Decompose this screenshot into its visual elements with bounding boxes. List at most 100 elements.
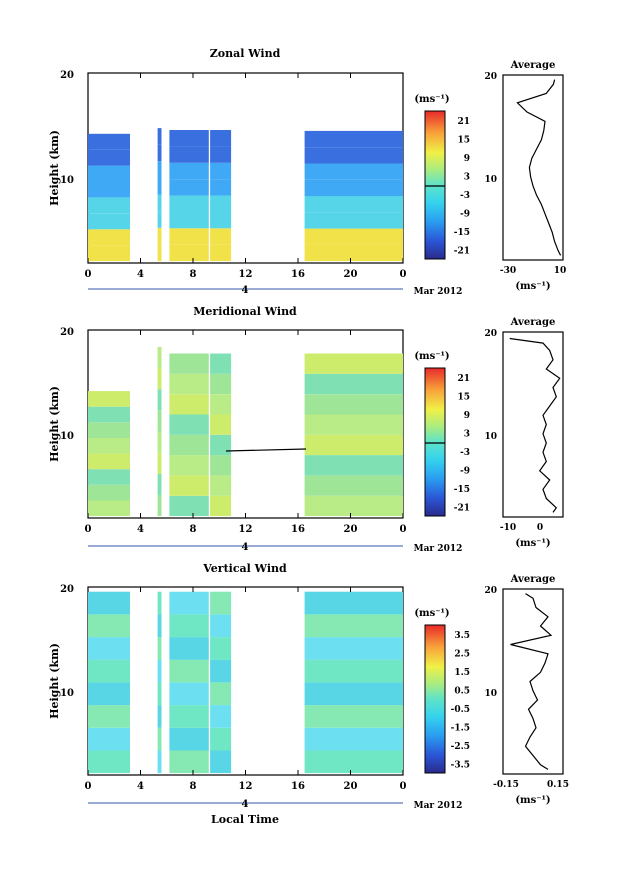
colorbar-tick-label: -15 (454, 228, 470, 238)
heatmap-block (210, 195, 232, 212)
heatmap-block (88, 614, 130, 638)
heatmap-block (157, 452, 162, 474)
x-tick-label: 20 (344, 781, 358, 792)
x-tick-label: 8 (190, 781, 197, 792)
colorbar-ticks: 3.5 2.5 1.5 0.5 -0.5 -1.5 -2.5 -3.5 (451, 631, 470, 771)
heatmap-block (169, 614, 209, 638)
heatmap-block (304, 244, 403, 262)
heatmap-block (157, 659, 162, 683)
profile-x-axis-label: (ms⁻¹) (515, 281, 550, 292)
chart-title: Meridional Wind (193, 305, 297, 318)
heatmap-block (210, 727, 232, 751)
heatmap-block (157, 727, 162, 751)
heatmap-block (210, 162, 232, 180)
profile-x-axis-label: (ms⁻¹) (515, 538, 550, 549)
y-axis-label: Height (km) (48, 386, 61, 462)
heatmap-block (157, 389, 162, 411)
colorbar-tick-label: 15 (457, 392, 470, 402)
colorbar-tick-label: -3.5 (451, 760, 470, 770)
x-tick-label: 0 (85, 269, 92, 280)
heatmap-block (304, 163, 403, 180)
profile-frame (502, 588, 564, 775)
heatmap-block (157, 431, 162, 453)
x-tick-label: 0 (400, 781, 407, 792)
heatmap-block (169, 475, 209, 496)
heatmap-block (157, 410, 162, 432)
heatmap-block (210, 614, 232, 638)
colorbar-tick-label: -21 (454, 503, 470, 513)
colorbar (424, 110, 446, 260)
x-tick-label: 4 (137, 781, 144, 792)
heatmap-block (157, 705, 162, 728)
heatmap-block (157, 614, 162, 638)
heatmap-block (304, 614, 403, 638)
heatmap-block (169, 130, 209, 147)
heatmap-block (304, 727, 403, 751)
colorbar-tick-label: 3 (464, 429, 470, 439)
panel-vertical-wind: Vertical Wind Height (km) 10 20 0 4 8 12 16 2… (48, 562, 569, 826)
profile-x-tick-label: 10 (554, 266, 567, 276)
heatmap-block (210, 244, 232, 262)
heatmap-blocks (88, 591, 403, 774)
date-label: Mar 2012 (414, 544, 463, 554)
x-tick-label: 4 (137, 524, 144, 535)
heatmap-block (304, 475, 403, 496)
heatmap-block (88, 484, 130, 501)
heatmap-block (210, 682, 232, 706)
heatmap-block (169, 414, 209, 435)
x-ticks: 0 4 8 12 16 20 0 (85, 587, 407, 792)
heatmap-block (169, 682, 209, 706)
heatmap-block (304, 591, 403, 615)
heatmap-block (157, 227, 162, 245)
heatmap-block (169, 162, 209, 180)
colorbar-tick-label: 9 (464, 411, 470, 421)
y-tick-label: 20 (60, 584, 74, 595)
heatmap-block (210, 475, 232, 496)
profile-y-tick-label: 10 (484, 689, 497, 699)
heatmap-block (169, 373, 209, 395)
heatmap-block (88, 197, 130, 214)
profile-frame (502, 331, 564, 518)
heatmap-block (157, 495, 162, 517)
heatmap-block (169, 750, 209, 774)
heatmap-block (157, 244, 162, 262)
y-axis-label: Height (km) (48, 643, 61, 719)
heatmap-block (88, 438, 130, 454)
x-axis-label: Local Time (211, 813, 279, 826)
profile-y-tick-label: 10 (484, 175, 497, 185)
heatmap-block (88, 637, 130, 660)
heatmap-block (304, 434, 403, 456)
heatmap-block (210, 455, 232, 476)
profile-x-tick-label: -30 (500, 266, 516, 276)
heatmap-block (304, 394, 403, 415)
heatmap-block (88, 727, 130, 751)
heatmap-block (304, 659, 403, 683)
heatmap-block (169, 394, 209, 415)
x-ticks: 0 4 8 12 16 20 0 (85, 73, 407, 280)
heatmap-block (88, 213, 130, 230)
colorbar-tick-label: 9 (464, 154, 470, 164)
heatmap-block (304, 147, 403, 164)
profile-line (510, 593, 553, 770)
x-tick-label: 0 (85, 781, 92, 792)
profile-x-tick-label: -0.15 (493, 780, 519, 790)
heatmap-block (304, 353, 403, 374)
y-tick-label: 10 (60, 688, 74, 699)
profile-title: Average (510, 574, 556, 585)
heatmap-blocks (88, 128, 403, 262)
heatmap-block (210, 414, 232, 435)
date-day-label: 4 (242, 799, 249, 810)
x-tick-label: 20 (344, 524, 358, 535)
x-tick-label: 12 (239, 269, 253, 280)
heatmap-block (210, 434, 232, 456)
heatmap-block (210, 353, 232, 374)
heatmap-block (210, 637, 232, 660)
heatmap-block (169, 659, 209, 683)
heatmap-block (169, 455, 209, 476)
y-tick-label: 10 (60, 431, 74, 442)
heatmap-block (210, 394, 232, 415)
colorbar-tick-label: 2.5 (454, 649, 470, 659)
heatmap-block (304, 130, 403, 148)
heatmap-block (304, 196, 403, 213)
x-tick-label: 8 (190, 269, 197, 280)
